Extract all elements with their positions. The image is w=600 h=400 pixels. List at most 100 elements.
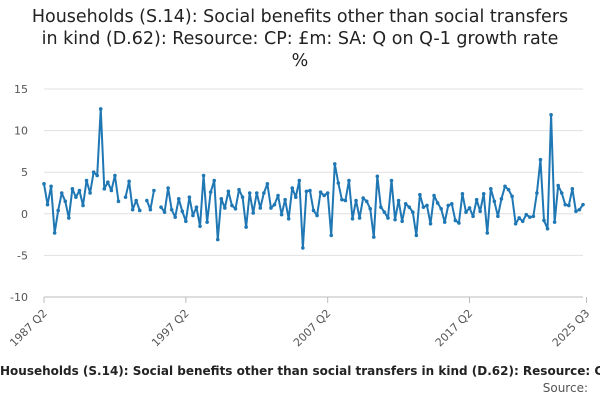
data-point	[244, 225, 248, 229]
series-line	[124, 180, 141, 211]
data-point	[88, 191, 92, 195]
data-point	[63, 199, 68, 204]
data-point	[403, 202, 408, 206]
data-point	[499, 197, 504, 201]
data-point	[77, 188, 82, 193]
y-tick-label: -10	[10, 291, 28, 304]
data-point	[109, 188, 114, 193]
data-point	[59, 191, 64, 195]
data-point	[386, 216, 390, 220]
data-point	[407, 205, 412, 209]
data-point	[84, 178, 89, 183]
data-point	[297, 178, 302, 183]
data-point	[379, 205, 383, 209]
x-tick-label: 2025 Q3	[550, 307, 593, 350]
data-point	[148, 207, 153, 212]
data-point	[237, 187, 241, 192]
data-point	[389, 178, 394, 183]
data-point	[322, 193, 326, 198]
data-point	[116, 199, 121, 204]
data-point	[428, 221, 433, 226]
data-point	[478, 209, 482, 214]
data-point	[421, 205, 426, 209]
data-point	[510, 194, 514, 199]
chart-title-line-1: Households (S.14): Social benefits other…	[31, 7, 569, 27]
data-point	[489, 187, 493, 191]
data-point	[464, 210, 468, 214]
data-point	[212, 178, 217, 183]
data-point	[233, 207, 238, 211]
data-point	[276, 193, 280, 198]
data-point	[485, 231, 490, 235]
data-point	[240, 195, 245, 199]
data-point	[567, 203, 571, 208]
data-point	[559, 191, 564, 195]
data-point	[258, 206, 263, 210]
data-point	[570, 187, 575, 191]
data-point	[350, 216, 355, 221]
data-point	[42, 182, 46, 186]
data-point	[471, 214, 475, 219]
data-point	[581, 202, 585, 207]
data-point	[198, 224, 202, 229]
data-point	[315, 213, 319, 218]
data-point	[492, 199, 497, 204]
data-point	[290, 186, 295, 190]
data-point	[308, 188, 312, 193]
data-point	[336, 181, 341, 185]
data-point	[439, 207, 443, 211]
data-point	[226, 189, 231, 194]
data-point	[513, 221, 518, 226]
data-point	[410, 210, 415, 214]
data-point	[347, 178, 351, 183]
data-point	[375, 174, 380, 179]
series-line	[160, 113, 584, 249]
data-point	[517, 216, 521, 220]
data-point	[106, 180, 110, 184]
series-line	[43, 107, 120, 234]
data-point	[524, 212, 529, 217]
data-point	[247, 191, 252, 195]
data-point	[545, 226, 550, 231]
y-tick-label: 5	[21, 166, 28, 179]
data-point	[354, 198, 358, 203]
data-point	[549, 112, 553, 117]
data-point	[52, 231, 57, 235]
data-point	[442, 220, 447, 224]
data-point	[340, 197, 344, 202]
series-line-group	[42, 107, 585, 250]
legend-label: Households (S.14): Social benefits other…	[0, 364, 600, 378]
data-point	[208, 190, 213, 194]
data-point	[113, 173, 117, 178]
data-point	[538, 157, 543, 162]
data-point	[364, 199, 369, 204]
chart-title: Households (S.14): Social benefits other…	[0, 6, 600, 72]
data-point	[191, 213, 195, 218]
data-point	[194, 205, 199, 209]
data-point	[49, 184, 53, 189]
y-axis-ticks: 15 10 5 0 -5 -10	[10, 83, 28, 304]
data-point	[318, 190, 323, 194]
data-point	[542, 218, 546, 223]
y-tick-label: -5	[17, 249, 28, 262]
data-point	[435, 201, 440, 205]
data-point	[574, 209, 578, 214]
data-point	[474, 197, 479, 202]
data-point	[176, 197, 181, 201]
data-point	[400, 219, 404, 224]
data-point	[382, 210, 387, 214]
data-point	[180, 209, 185, 214]
data-point	[325, 191, 330, 195]
data-point	[215, 237, 220, 242]
data-point	[368, 207, 373, 211]
data-point	[460, 192, 465, 196]
data-point	[414, 233, 419, 238]
data-point	[453, 218, 458, 223]
data-point	[269, 206, 273, 210]
x-tick-label: 2007 Q2	[291, 307, 334, 350]
chart-title-line-2: in kind (D.62): Resource: CP: £m: SA: Q …	[41, 29, 559, 49]
data-point	[81, 203, 85, 208]
data-point	[102, 187, 107, 191]
y-tick-label: 0	[21, 208, 28, 221]
